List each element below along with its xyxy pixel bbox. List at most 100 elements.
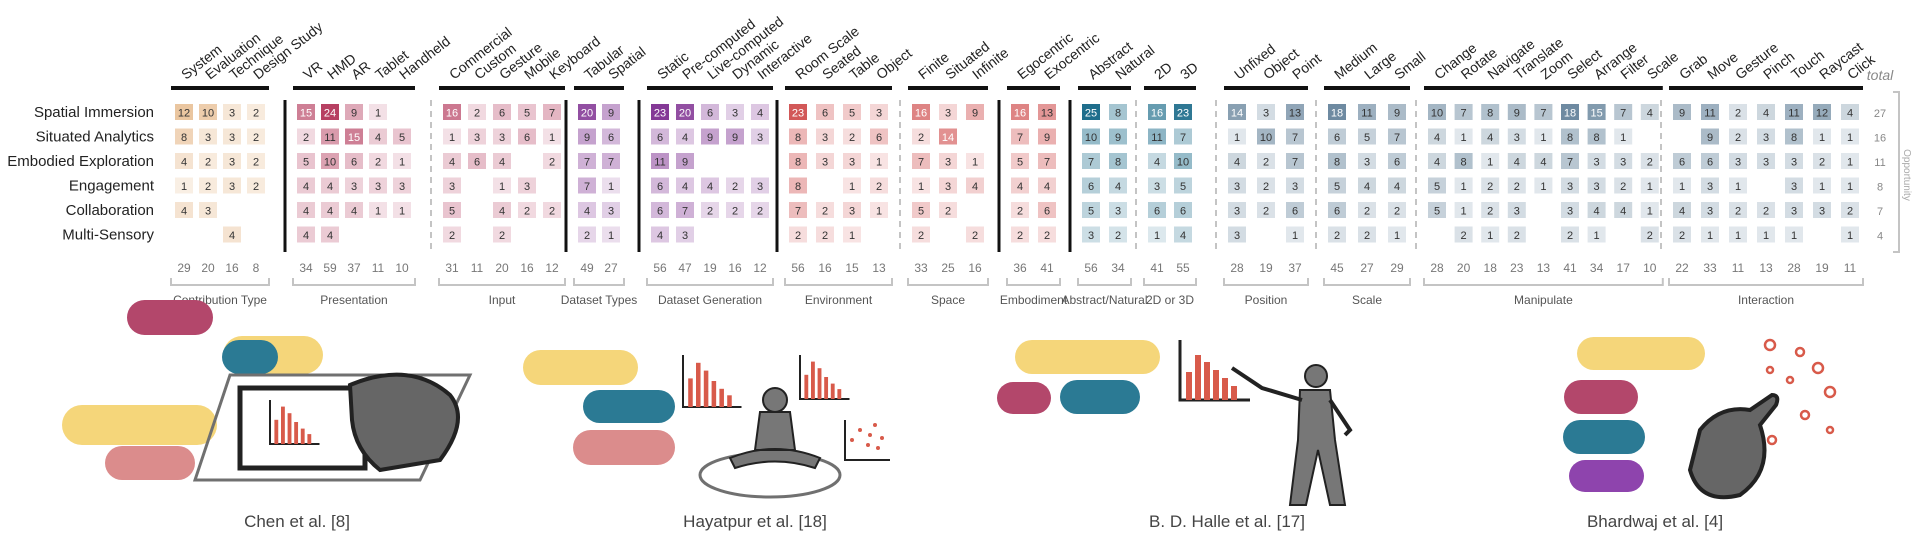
heat-cell bbox=[1561, 202, 1579, 218]
heat-cell-value: 2 bbox=[1263, 181, 1269, 193]
heat-cell-value: 1 bbox=[1540, 181, 1546, 193]
heat-cell-value: 5 bbox=[524, 108, 530, 120]
heat-cell bbox=[701, 202, 719, 218]
heat-cell-value: 2 bbox=[1044, 230, 1050, 242]
column-count: 16 bbox=[225, 261, 239, 275]
tapping-hand-icon bbox=[1687, 392, 1780, 500]
heat-cell bbox=[726, 128, 744, 145]
heat-cell bbox=[676, 202, 694, 218]
heat-cell-value: 7 bbox=[682, 206, 688, 218]
heat-cell bbox=[1841, 202, 1859, 218]
heat-cell-value: 15 bbox=[300, 108, 312, 120]
meditating-person bbox=[728, 411, 822, 470]
heat-cell-value: 3 bbox=[822, 157, 828, 169]
touch-sparkle bbox=[1799, 409, 1811, 421]
heat-cell bbox=[1729, 177, 1747, 194]
heat-cell-value: 1 bbox=[849, 230, 855, 242]
heat-cell-value: 1 bbox=[449, 132, 455, 144]
chart-bar bbox=[300, 428, 305, 444]
heat-cell-value: 8 bbox=[795, 157, 801, 169]
row-label: Multi-Sensory bbox=[62, 227, 154, 244]
row-label: Collaboration bbox=[66, 202, 154, 219]
heat-cell-value: 10 bbox=[1431, 108, 1443, 120]
heat-cell bbox=[297, 104, 315, 120]
heat-cell-value: 3 bbox=[1234, 230, 1240, 242]
heat-cell bbox=[789, 202, 807, 218]
column-count: 20 bbox=[495, 261, 509, 275]
heat-cell-value: 1 bbox=[1594, 230, 1600, 242]
group-name: Input bbox=[489, 293, 516, 307]
heat-cell-value: 8 bbox=[795, 132, 801, 144]
column-count: 29 bbox=[177, 261, 191, 275]
heat-cell bbox=[223, 128, 241, 145]
heat-cell bbox=[1614, 153, 1633, 169]
heat-cell bbox=[1082, 202, 1100, 218]
group-bracket bbox=[1143, 278, 1197, 286]
heat-cell-value: 6 bbox=[876, 132, 882, 144]
heat-cell-value: 2 bbox=[1487, 206, 1493, 218]
heat-cell-value: 1 bbox=[1234, 132, 1240, 144]
heat-cell bbox=[1148, 226, 1166, 243]
heat-cell bbox=[1534, 177, 1553, 194]
heat-cell bbox=[1614, 128, 1633, 145]
pill-4 bbox=[1569, 460, 1644, 492]
pill-3 bbox=[1563, 420, 1645, 454]
heat-cell-value: 2 bbox=[205, 157, 211, 169]
heat-cell bbox=[1109, 153, 1127, 169]
heat-cell bbox=[1507, 202, 1526, 218]
heat-cell bbox=[1428, 153, 1446, 169]
heat-cell bbox=[843, 202, 861, 218]
heat-cell bbox=[602, 128, 620, 145]
presenter-arm bbox=[1230, 366, 1303, 402]
heat-cell-value: 2 bbox=[1735, 206, 1741, 218]
group-bracket bbox=[1423, 278, 1664, 286]
heat-cell-value: 1 bbox=[399, 157, 405, 169]
heat-cell bbox=[1328, 177, 1346, 194]
heat-cell-value: 14 bbox=[942, 132, 954, 144]
tablet-device bbox=[237, 385, 368, 471]
heat-cell-value: 23 bbox=[1177, 108, 1189, 120]
heat-cell bbox=[297, 153, 315, 169]
heat-cell-value: 7 bbox=[584, 181, 590, 193]
heat-cell-value: 3 bbox=[1154, 181, 1160, 193]
heat-cell-value: 2 bbox=[1364, 230, 1370, 242]
heat-cell-value: 10 bbox=[1177, 157, 1189, 169]
heat-cell bbox=[518, 128, 536, 145]
heat-cell-value: 2 bbox=[1334, 230, 1340, 242]
heat-cell bbox=[1587, 104, 1606, 120]
heat-cell bbox=[345, 202, 363, 218]
chart-bar bbox=[281, 406, 285, 444]
heat-cell-value: 2 bbox=[449, 230, 455, 242]
heat-cell-value: 9 bbox=[682, 157, 688, 169]
heat-cell-value: 18 bbox=[1331, 108, 1343, 120]
chart-bar bbox=[804, 374, 809, 399]
heat-cell bbox=[1813, 177, 1831, 194]
heat-cell bbox=[1673, 153, 1691, 169]
heat-cell bbox=[1673, 104, 1691, 120]
heat-cell bbox=[199, 153, 217, 169]
heat-cell bbox=[493, 177, 511, 194]
caption-bhardwaj: Bhardwaj et al. [4] bbox=[1586, 512, 1724, 531]
heat-cell-value: 8 bbox=[1567, 132, 1573, 144]
heat-cell-value: 3 bbox=[1707, 206, 1713, 218]
heat-cell bbox=[1729, 104, 1747, 120]
heat-cell bbox=[939, 104, 957, 120]
heat-cell bbox=[297, 226, 315, 243]
heat-cell-value: 7 bbox=[1044, 157, 1050, 169]
heat-cell-value: 1 bbox=[375, 206, 381, 218]
group-bracket bbox=[438, 278, 566, 286]
heat-cell bbox=[1673, 177, 1691, 194]
heat-cell bbox=[1841, 226, 1859, 243]
heat-cell-value: 1 bbox=[1461, 181, 1467, 193]
chart-bar bbox=[294, 422, 299, 444]
heat-cell bbox=[1841, 128, 1859, 145]
column-count: 34 bbox=[1590, 261, 1604, 275]
heat-cell bbox=[701, 104, 719, 120]
column-count: 37 bbox=[347, 261, 361, 275]
heat-cell bbox=[175, 202, 193, 218]
heat-cell bbox=[1038, 104, 1056, 120]
heat-cell-value: 23 bbox=[792, 108, 804, 120]
heat-cell-value: 8 bbox=[1115, 157, 1121, 169]
heat-cell bbox=[518, 104, 536, 120]
heat-cell bbox=[1785, 128, 1803, 145]
